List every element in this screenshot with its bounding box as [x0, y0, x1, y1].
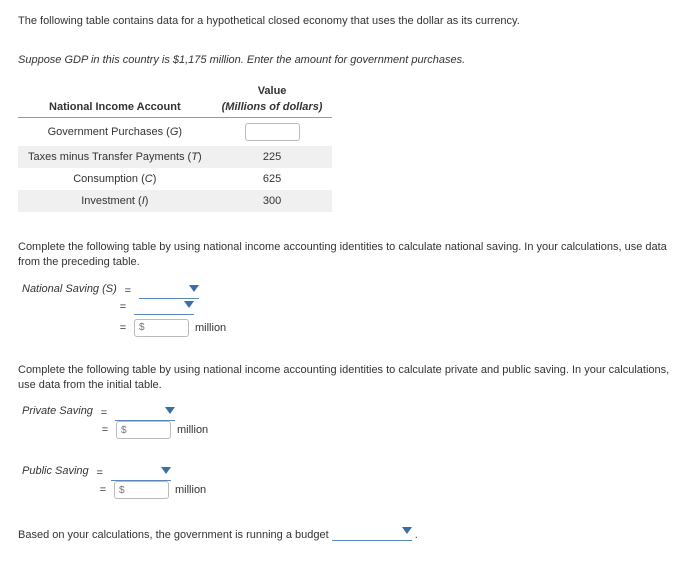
table-row: Government Purchases (G) — [18, 117, 332, 146]
row-label: Taxes minus Transfer Payments (T) — [18, 146, 212, 168]
final-sentence: Based on your calculations, the governme… — [18, 525, 682, 541]
unit-label: million — [177, 424, 208, 436]
national-saving-label: National Saving (S) — [22, 283, 117, 295]
private-saving-input[interactable] — [116, 421, 171, 439]
national-saving-instructions: Complete the following table by using na… — [18, 240, 682, 271]
equals-sign: = — [123, 285, 133, 297]
private-saving-label: Private Saving — [22, 405, 93, 417]
row-label: Consumption (C) — [18, 168, 212, 190]
gov-purchases-input[interactable] — [245, 123, 300, 141]
chevron-down-icon — [161, 467, 171, 474]
chevron-down-icon — [402, 527, 412, 534]
equals-sign: = — [98, 484, 108, 496]
row-value: 225 — [212, 146, 333, 168]
unit-label: million — [175, 484, 206, 496]
suppose-paragraph: Suppose GDP in this country is $1,175 mi… — [18, 53, 682, 68]
equals-sign: = — [95, 467, 105, 479]
table-row: Consumption (C) 625 — [18, 168, 332, 190]
row-label: Government Purchases (G) — [18, 117, 212, 146]
chevron-down-icon — [189, 285, 199, 292]
national-saving-dropdown-1[interactable] — [139, 283, 199, 299]
national-saving-dropdown-2[interactable] — [134, 299, 194, 315]
row-value: 625 — [212, 168, 333, 190]
row-value: 300 — [212, 190, 333, 212]
intro-paragraph: The following table contains data for a … — [18, 14, 682, 29]
equals-sign: = — [118, 301, 128, 313]
private-saving-dropdown[interactable] — [115, 405, 175, 421]
col-header-value-top: Value — [212, 81, 333, 97]
national-income-table: National Income Account Value (Millions … — [18, 81, 332, 212]
chevron-down-icon — [184, 301, 194, 308]
chevron-down-icon — [165, 407, 175, 414]
private-saving-block: Private Saving = = million — [22, 405, 682, 439]
national-saving-input[interactable] — [134, 319, 189, 337]
national-saving-block: National Saving (S) = = = million — [22, 283, 682, 337]
col-header-account: National Income Account — [18, 81, 212, 118]
unit-label: million — [195, 322, 226, 334]
table-row: Taxes minus Transfer Payments (T) 225 — [18, 146, 332, 168]
public-saving-input[interactable] — [114, 481, 169, 499]
public-saving-label: Public Saving — [22, 465, 89, 477]
equals-sign: = — [100, 424, 110, 436]
equals-sign: = — [118, 322, 128, 334]
public-saving-dropdown[interactable] — [111, 465, 171, 481]
budget-dropdown[interactable] — [332, 525, 412, 541]
public-saving-block: Public Saving = = million — [22, 465, 682, 499]
private-public-instructions: Complete the following table by using na… — [18, 363, 682, 394]
col-header-value-bottom: (Millions of dollars) — [212, 97, 333, 118]
row-label: Investment (I) — [18, 190, 212, 212]
table-row: Investment (I) 300 — [18, 190, 332, 212]
equals-sign: = — [99, 407, 109, 419]
